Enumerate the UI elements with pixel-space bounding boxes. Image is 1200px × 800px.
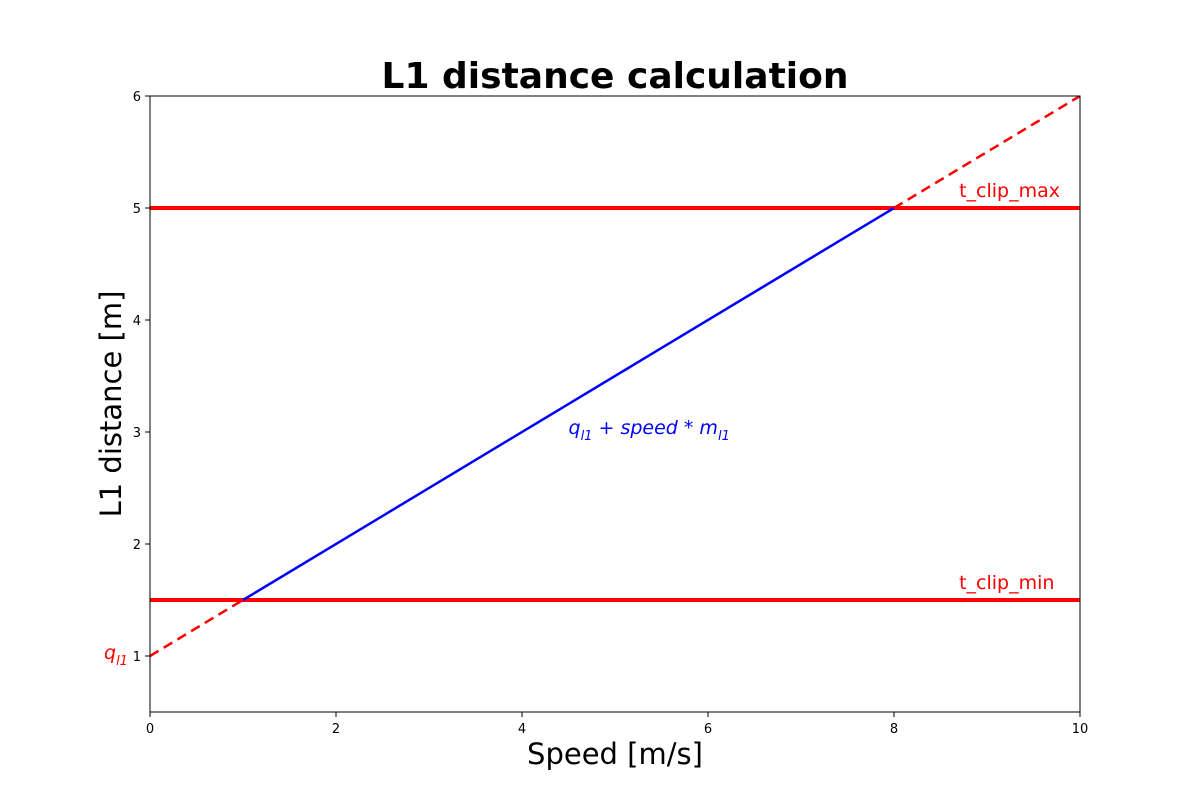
plot-area bbox=[150, 96, 1080, 658]
y-tick-label: 6 bbox=[133, 90, 141, 105]
clip-max-label: t_clip_max bbox=[959, 180, 1060, 202]
y-tick-label: 1 bbox=[133, 650, 141, 665]
x-tick-label: 10 bbox=[1072, 722, 1089, 737]
x-axis-label: Speed [m/s] bbox=[527, 737, 703, 771]
y-tick-label: 3 bbox=[133, 426, 141, 441]
intercept-label: ql1 bbox=[104, 642, 128, 669]
y-tick-label: 2 bbox=[133, 538, 141, 553]
x-tick-label: 8 bbox=[890, 722, 898, 737]
x-tick-label: 0 bbox=[146, 722, 154, 737]
formula-label: ql1 + speed * ml1 bbox=[569, 417, 730, 444]
annotations: t_clip_max t_clip_min ql1 + speed * ml1 ql1 bbox=[104, 180, 1060, 669]
chart-title: L1 distance calculation bbox=[382, 56, 849, 97]
clip-min-label: t_clip_min bbox=[959, 572, 1054, 594]
dashed-extension-line-1 bbox=[150, 598, 244, 658]
x-tick-label: 4 bbox=[518, 722, 526, 737]
x-tick-label: 6 bbox=[704, 722, 712, 737]
axes-frame bbox=[149, 95, 1081, 713]
x-tick-label: 2 bbox=[332, 722, 340, 737]
dashed-extension-line-2 bbox=[893, 96, 1080, 210]
y-tick-label: 5 bbox=[133, 202, 141, 217]
y-axis-label: L1 distance [m] bbox=[94, 291, 128, 518]
y-tick-label: 4 bbox=[133, 314, 141, 329]
formula-line-0 bbox=[242, 206, 895, 602]
